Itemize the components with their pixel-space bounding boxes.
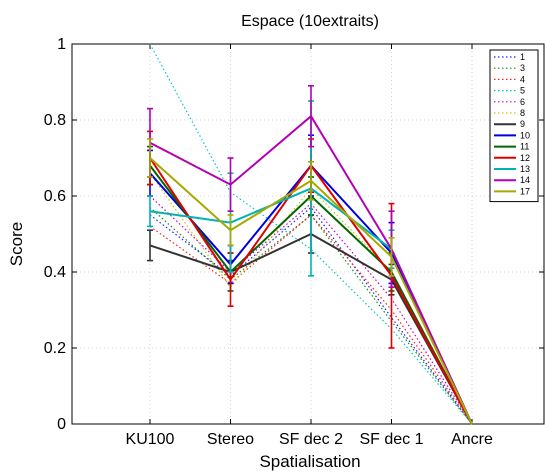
legend-label-3: 3 — [520, 63, 525, 73]
legend-label-8: 8 — [520, 108, 525, 118]
series-10 — [147, 134, 473, 425]
series-5 — [149, 43, 473, 425]
series-17 — [147, 138, 473, 425]
y-tick-label: 0.4 — [44, 264, 66, 281]
series-14 — [147, 85, 473, 425]
series-3 — [149, 206, 473, 425]
y-axis-title: Score — [7, 222, 26, 266]
legend-box — [489, 49, 539, 203]
legend-label-10: 10 — [520, 130, 530, 140]
series-13 — [147, 100, 473, 425]
series-line-3 — [149, 206, 473, 425]
y-tick-label: 0.6 — [44, 188, 66, 205]
x-ticks: KU100 Stereo SF dec 2 SF dec 1 Ancre — [126, 44, 493, 448]
x-axis-title: Spatialisation — [259, 452, 360, 471]
legend-label-14: 14 — [520, 175, 530, 185]
legend-label-4: 4 — [520, 74, 525, 84]
legend-label-13: 13 — [520, 164, 530, 174]
x-tick-label: Ancre — [451, 431, 493, 448]
x-tick-label: SF dec 2 — [279, 431, 343, 448]
x-tick-label: KU100 — [126, 431, 175, 448]
legend-label-6: 6 — [520, 97, 525, 107]
x-tick-label: Stereo — [207, 431, 254, 448]
series-line-5 — [149, 43, 473, 425]
y-ticks: 0 0.2 0.4 0.6 0.8 1 — [44, 36, 544, 433]
y-tick-label: 0.2 — [44, 340, 66, 357]
y-tick-label: 0.8 — [44, 112, 66, 129]
y-tick-label: 0 — [57, 416, 66, 433]
legend-label-1: 1 — [520, 52, 525, 62]
legend-label-17: 17 — [520, 186, 530, 196]
series-group — [147, 43, 473, 425]
legend-label-9: 9 — [520, 119, 525, 129]
y-tick-label: 1 — [57, 36, 66, 53]
legend-label-5: 5 — [520, 86, 525, 96]
legend-label-12: 12 — [520, 153, 530, 163]
chart-title: Espace (10extraits) — [241, 13, 379, 30]
series-12 — [147, 130, 473, 425]
plot-frame — [71, 43, 545, 425]
legend-label-11: 11 — [520, 142, 529, 152]
x-tick-label: SF dec 1 — [359, 431, 423, 448]
